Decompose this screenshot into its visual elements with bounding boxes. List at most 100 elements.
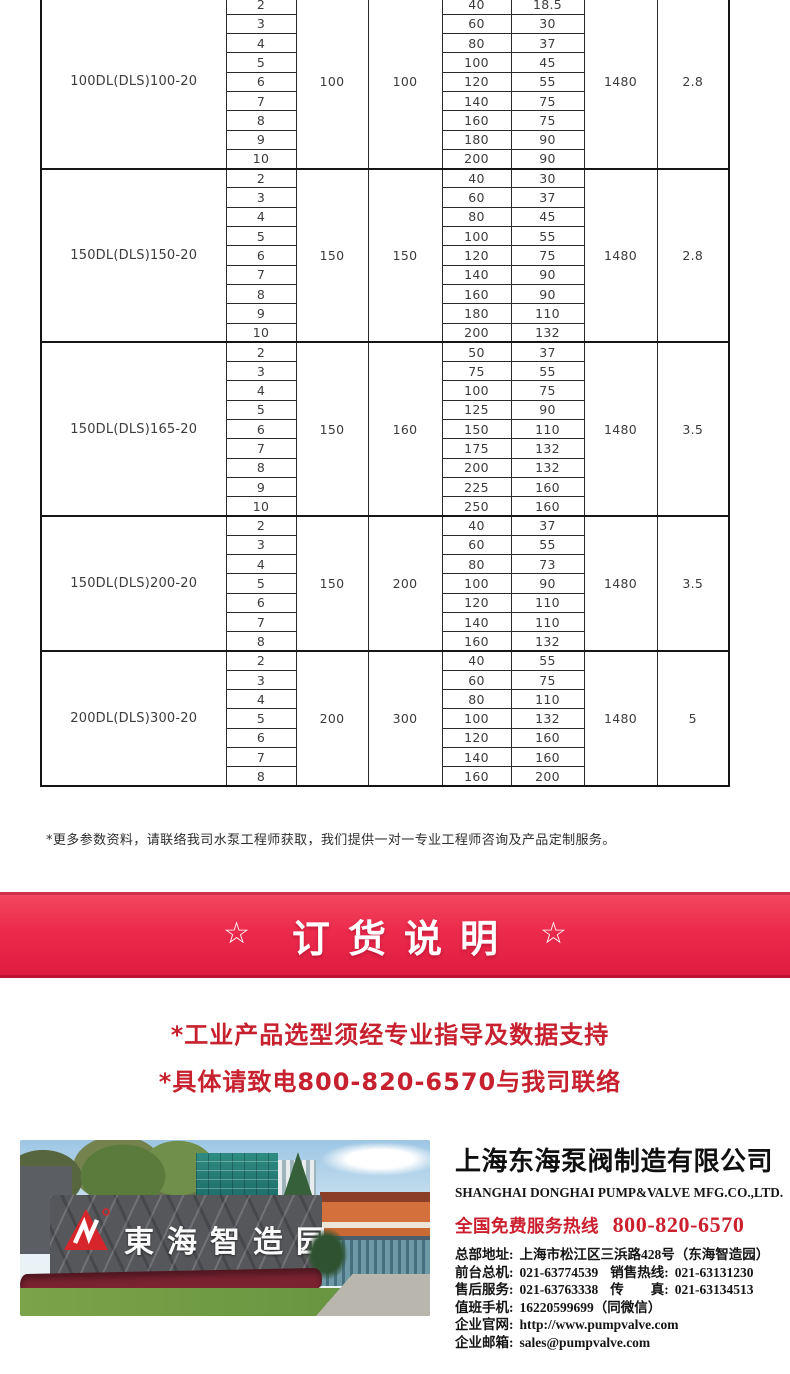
table-row: 10 200 132: [41, 322, 729, 343]
head-cell: 90: [510, 573, 585, 594]
contact-value: 021-63774539: [519, 1264, 599, 1280]
speed-cell: 1480: [583, 650, 658, 787]
speed-cell: 1480: [583, 341, 658, 517]
head-cell: 45: [510, 206, 585, 228]
head-cell: 55: [510, 534, 585, 556]
flow-cell: 140: [441, 747, 512, 768]
stage-cell: 9: [225, 129, 297, 150]
contact-label: 值班手机:: [455, 1299, 514, 1315]
table-row: 10 200 90: [41, 148, 729, 170]
head-cell: 110: [510, 611, 585, 633]
flow-cell: 60: [441, 187, 512, 208]
contact-value: 上海市松江区三浜路428号（东海智造园）: [519, 1247, 770, 1262]
stage-cell: 2: [225, 0, 297, 15]
contact-line: 企业邮箱: sales@pumpvalve.com: [455, 1334, 775, 1352]
table-row: 3 60 30: [41, 13, 729, 35]
head-cell: 110: [510, 419, 585, 440]
flow-cell: 60: [441, 669, 512, 691]
table-row: 7 140 160: [41, 747, 729, 768]
table-row: 6 150 110: [41, 419, 729, 440]
flow-cell: 140: [441, 264, 512, 285]
head-cell: 90: [510, 148, 585, 170]
flow-cell: 200: [441, 457, 512, 478]
flow-cell: 100: [441, 380, 512, 401]
stage-cell: 4: [225, 33, 297, 54]
outlet-cell: 160: [367, 341, 443, 517]
cloud: [320, 1142, 430, 1176]
contact-value: 021-63131230: [674, 1264, 754, 1280]
contact-line: 企业官网: http://www.pumpvalve.com: [455, 1316, 775, 1334]
head-cell: 55: [510, 71, 585, 92]
head-cell: 200: [510, 766, 585, 787]
table-row: 8 160 75: [41, 110, 729, 131]
stage-cell: 7: [225, 611, 297, 633]
flow-cell: 140: [441, 90, 512, 112]
model-cell: 150DL(DLS)150-20: [40, 167, 227, 343]
head-cell: 75: [510, 110, 585, 131]
head-cell: 55: [510, 361, 585, 382]
table-row: 8 160 90: [41, 283, 729, 305]
flow-cell: 150: [441, 419, 512, 440]
flow-cell: 120: [441, 71, 512, 92]
contact-label: 企业官网:: [455, 1317, 514, 1333]
outlet-cell: 300: [367, 650, 443, 787]
flow-cell: 180: [441, 129, 512, 150]
head-cell: 37: [510, 33, 585, 54]
contact-value: 021-63763338: [519, 1282, 599, 1298]
stage-cell: 10: [225, 148, 297, 170]
stage-cell: 5: [225, 52, 297, 73]
company-info: 上海东海泵阀制造有限公司 SHANGHAI DONGHAI PUMP&VALVE…: [455, 1141, 783, 1352]
head-cell: 55: [510, 650, 585, 671]
head-cell: 37: [510, 187, 585, 208]
power-cell: 3.5: [656, 341, 730, 517]
table-row: 150DL(DLS)200-20 2 150 200 40 37 1480 3.5: [40, 515, 730, 652]
head-cell: 160: [510, 476, 585, 498]
banner-title: 订货说明: [291, 916, 516, 961]
flow-cell: 60: [441, 13, 512, 35]
head-cell: 30: [510, 13, 585, 35]
contact-value: 021-63134513: [674, 1282, 754, 1298]
model-cell: 150DL(DLS)165-20: [40, 341, 227, 517]
sign-text: 東海智造园: [124, 1225, 339, 1260]
flow-cell: 40: [441, 515, 512, 536]
head-cell: 37: [510, 341, 585, 363]
table-row: 7 175 132: [41, 438, 729, 459]
flow-cell: 160: [441, 110, 512, 131]
table-row: 4 80 73: [41, 554, 729, 575]
flow-cell: 50: [441, 341, 512, 363]
table-row: 5 100 132: [41, 708, 729, 729]
footnote: *更多参数资料，请联络我司水泵工程师获取，我们提供一对一专业工程师咨询及产品定制…: [46, 833, 616, 848]
stage-cell: 3: [225, 187, 297, 208]
flow-cell: 80: [441, 689, 512, 710]
head-cell: 132: [510, 708, 585, 729]
head-cell: 110: [510, 592, 585, 614]
head-cell: 55: [510, 226, 585, 247]
flow-cell: 125: [441, 399, 512, 421]
contact-label: 售后服务:: [455, 1282, 514, 1298]
stage-cell: 8: [225, 631, 297, 652]
flow-cell: 60: [441, 534, 512, 556]
stage-cell: 9: [225, 303, 297, 324]
flow-cell: 120: [441, 727, 512, 749]
hotline-label: 全国免费服务热线: [455, 1217, 599, 1237]
flow-cell: 40: [441, 167, 512, 189]
table-row: 3 60 75: [41, 669, 729, 691]
contact-label: 传 真:: [610, 1282, 669, 1298]
stage-cell: 6: [225, 245, 297, 266]
stage-cell: 5: [225, 708, 297, 729]
flow-cell: 100: [441, 226, 512, 247]
table-row: 3 75 55: [41, 361, 729, 382]
contact-label: 销售热线:: [610, 1264, 669, 1280]
contact-value: sales@pumpvalve.com: [519, 1334, 651, 1350]
table-row: 9 225 160: [41, 476, 729, 498]
head-cell: 90: [510, 399, 585, 421]
head-cell: 110: [510, 689, 585, 710]
flow-cell: 120: [441, 592, 512, 614]
outlet-cell: 100: [367, 0, 443, 170]
model-cell: 150DL(DLS)200-20: [40, 515, 227, 652]
flow-cell: 160: [441, 766, 512, 787]
flow-cell: 100: [441, 708, 512, 729]
company-photo: 東海智造园: [20, 1140, 430, 1316]
table-row: 3 60 37: [41, 187, 729, 208]
head-cell: 75: [510, 669, 585, 691]
